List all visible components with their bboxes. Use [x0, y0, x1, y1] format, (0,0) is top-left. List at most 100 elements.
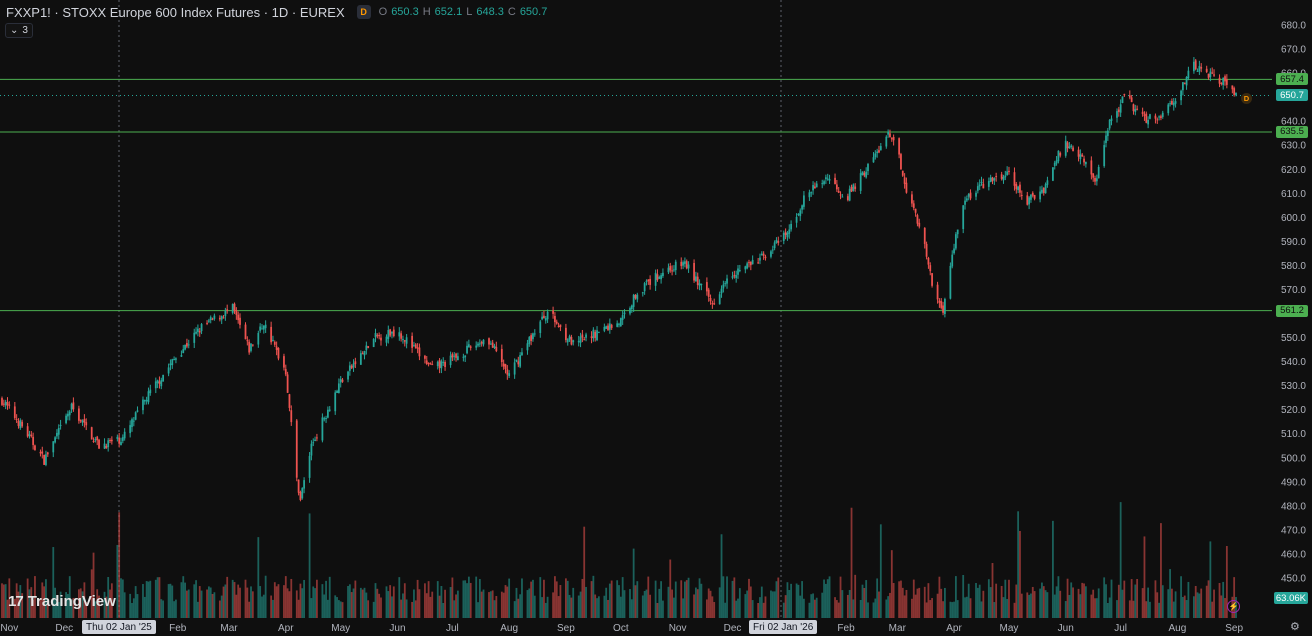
time-tick-label: Jun [1058, 623, 1074, 634]
tradingview-wordmark: TradingView [27, 593, 116, 610]
candle-body [1057, 150, 1060, 162]
candle-body [846, 196, 849, 201]
price-tick-label: 550.0 [1281, 333, 1306, 344]
price-axis[interactable]: 680.0670.0660.0650.0640.0630.0620.0610.0… [1281, 21, 1306, 585]
volume-bar [85, 602, 88, 618]
volume-bar [1015, 584, 1018, 618]
volume-bar [218, 600, 221, 618]
candle-body [261, 328, 263, 330]
candle-body [385, 336, 388, 343]
volume-bar [821, 592, 824, 618]
candle-body [506, 369, 509, 375]
volume-bar [762, 602, 765, 618]
price-tick-label: 630.0 [1281, 141, 1306, 152]
volume-bar [889, 592, 891, 618]
candle-body [195, 331, 197, 334]
dividend-marker-icon[interactable]: D [1241, 93, 1252, 104]
candle-body [143, 399, 146, 402]
volume-bar [32, 600, 35, 618]
volume-bar [1185, 600, 1188, 618]
volume-bar [773, 591, 776, 618]
volume-bar [500, 591, 503, 618]
candle-body [314, 439, 316, 442]
volume-bar [618, 585, 620, 618]
volume-bar [680, 580, 683, 618]
candle-body [105, 445, 108, 449]
candle-body [416, 347, 419, 349]
candle-body [405, 337, 408, 344]
symbol-header[interactable]: FXXP1! · STOXX Europe 600 Index Futures … [6, 4, 547, 20]
candle-body [121, 437, 124, 441]
candle-body [634, 294, 637, 299]
candle-body [169, 363, 172, 366]
indicators-toggle-button[interactable]: ⌄ 3 [5, 23, 33, 38]
volume-bar [1121, 589, 1124, 618]
volume-bar [425, 593, 428, 618]
time-tick-label: Aug [500, 623, 518, 634]
lightning-icon[interactable]: ⚡ [1227, 600, 1240, 613]
candle-body [583, 339, 586, 341]
candle-body [491, 342, 494, 348]
candle-body [682, 262, 684, 266]
time-tick-label: Apr [946, 623, 962, 634]
volume-bar [965, 596, 968, 618]
candle-body [120, 441, 122, 445]
symbol-title[interactable]: FXXP1! · STOXX Europe 600 Index Futures … [6, 4, 345, 20]
candle-body [235, 310, 238, 315]
low-value: 648.3 [476, 6, 504, 18]
volume-bar [828, 576, 831, 618]
candle-body [964, 200, 966, 205]
volume-bar [363, 587, 366, 618]
volume-bar [1026, 592, 1029, 618]
candle-body [8, 404, 11, 406]
candle-body [175, 358, 177, 360]
volume-bar [8, 578, 11, 618]
volume-bar [722, 576, 725, 618]
volume-bar [641, 595, 644, 618]
candle-body [900, 154, 902, 170]
candle-body [660, 275, 663, 280]
volume-bar [21, 593, 24, 618]
candle-body [513, 362, 516, 375]
volume-bar [654, 580, 657, 618]
candle-body [566, 339, 569, 343]
volume-bar [1108, 597, 1111, 618]
candle-body [532, 333, 534, 340]
candle-body [134, 412, 137, 420]
candle-body [149, 389, 152, 394]
candle-body [641, 292, 644, 294]
time-axis[interactable]: Nov Dec Feb Mar Apr May Jun Jul Aug Sep Oct Nov Dec F… [0, 623, 1243, 634]
time-tick-label: Nov [669, 623, 687, 634]
candle-body [1070, 145, 1073, 148]
volume-bar [700, 583, 703, 618]
candle-body [493, 345, 496, 348]
volume-bar [1183, 595, 1186, 618]
candle-body [1154, 115, 1157, 119]
time-tick-label: Feb [169, 623, 187, 634]
candle-body [608, 323, 611, 330]
candle-body [453, 355, 456, 357]
candle-body [815, 183, 818, 188]
volume-bar [634, 585, 637, 618]
volume-bar [52, 547, 55, 618]
volume-bar [748, 578, 750, 618]
candle-body [154, 381, 157, 389]
gear-icon[interactable]: ⚙ [1290, 621, 1300, 633]
candle-body [1068, 146, 1071, 149]
candle-body [1103, 145, 1106, 167]
candle-body [1171, 100, 1173, 105]
candle-body [158, 381, 161, 384]
price-tag-561.2: 561.2 [1276, 304, 1308, 317]
candle-body [70, 403, 73, 410]
horizontal-lines[interactable] [0, 78, 1272, 312]
tradingview-logo[interactable]: 17 TradingView [8, 593, 116, 610]
candle-body [647, 279, 650, 282]
candle-body [184, 344, 186, 350]
volume-bar [1132, 600, 1135, 618]
candle-body [749, 261, 752, 266]
volume-bar [1013, 602, 1016, 618]
candle-body [173, 359, 175, 361]
candle-body [782, 232, 785, 241]
volume-bar [705, 599, 708, 618]
